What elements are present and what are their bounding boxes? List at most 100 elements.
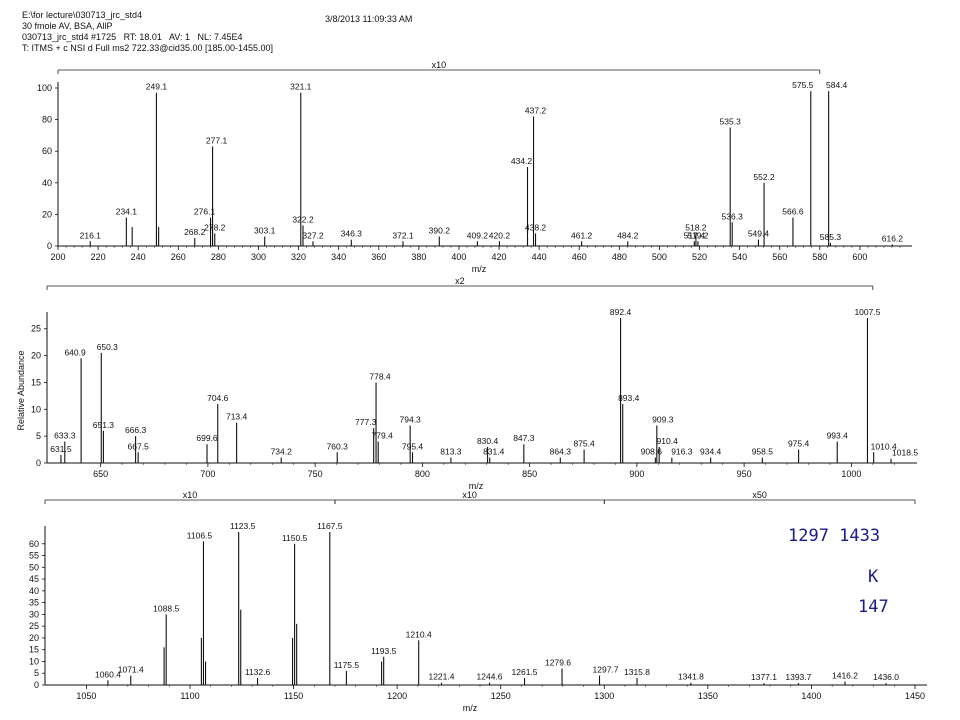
panel-1-peak-label: 519.2 <box>687 230 709 240</box>
annotation-residue: K <box>868 567 879 587</box>
panel-1-x-tick-label: 440 <box>532 252 547 262</box>
panel-2-peak-label: 699.6 <box>196 433 218 443</box>
panel-2-peak-label: 779.4 <box>372 431 394 441</box>
panel-3-peak-label: 1377.1 <box>751 672 777 682</box>
panel-1-x-tick-label: 520 <box>692 252 707 262</box>
panel-2-peak-label: 666.3 <box>125 425 147 435</box>
panel-3-y-tick-label: 55 <box>29 551 39 561</box>
panel-2-magnification-label: x2 <box>455 276 465 286</box>
panel-1-peak-label: 249.1 <box>146 82 168 92</box>
panel-1-peak-label: 372.1 <box>392 230 414 240</box>
panel-2-peak-label: 667.5 <box>128 441 150 451</box>
panel-2-peak-label: 760.3 <box>327 441 349 451</box>
panel-2-x-tick-label: 700 <box>200 469 215 479</box>
panel-3-x-tick-label: 1450 <box>905 691 925 701</box>
annotation-residue-mass: 147 <box>858 597 889 617</box>
panel-1-x-tick-label: 480 <box>612 252 627 262</box>
panel-3-x-tick-label: 1300 <box>594 691 614 701</box>
panel-2-peak-label: 794.3 <box>400 414 422 424</box>
panel-2-peak-label: 916.3 <box>671 447 693 457</box>
panel-2-y-tick-label: 25 <box>31 324 41 334</box>
panel-1-peak-label: 461.2 <box>571 230 593 240</box>
panel-3-y-tick-label: 25 <box>29 621 39 631</box>
panel-2-peak-label: 778.4 <box>369 371 391 381</box>
panel-1-magnification-label: x10 <box>432 60 447 70</box>
panel-3-x-tick-label: 1100 <box>180 691 199 701</box>
panel-2-peak-label: 864.3 <box>550 447 572 457</box>
panel-3-peak-label: 1261.5 <box>512 667 538 677</box>
panel-2-x-tick-label: 650 <box>93 469 108 479</box>
panel-2-peak-label: 631.5 <box>50 444 72 454</box>
panel-2-peak-label: 830.4 <box>477 436 499 446</box>
annotation-mass-pair: 1297 1433 <box>788 526 881 546</box>
scan-filter: T: ITMS + c NSI d Full ms2 722.33@cid35.… <box>22 43 274 53</box>
panel-3-y-tick-label: 45 <box>29 574 39 584</box>
panel-2-x-tick-label: 900 <box>629 469 644 479</box>
panel-3-y-tick-label: 50 <box>29 562 39 572</box>
panel-3-peak-label: 1221.4 <box>428 672 454 682</box>
panel-2-peak-label: 993.4 <box>827 431 849 441</box>
panel-3-y-tick-label: 20 <box>29 633 39 643</box>
panel-1-x-tick-label: 340 <box>331 252 346 262</box>
panel-3-y-tick-label: 5 <box>34 668 39 678</box>
panel-1-y-tick-label: 0 <box>47 241 52 251</box>
panel-1-peak-label: 584.4 <box>826 80 848 90</box>
panel-1-peak-label: 536.3 <box>722 211 744 221</box>
panel-1-peak-label: 278.2 <box>204 222 226 232</box>
panel-1-peak-label: 585.3 <box>820 232 842 242</box>
panel-3-x-tick-label: 1250 <box>491 691 511 701</box>
panel-3-x-tick-label: 1150 <box>284 691 303 701</box>
panel-1-peak-label: 434.2 <box>511 156 533 166</box>
panel-2-peak-label: 910.4 <box>657 436 679 446</box>
panel-1-peak-label: 517.4 <box>684 230 706 240</box>
panel-3-y-tick-label: 35 <box>29 598 39 608</box>
panel-1-x-axis-title: m/z <box>472 264 487 274</box>
panel-3-x-axis-title: m/z <box>463 703 478 713</box>
panel-3-y-tick-label: 60 <box>29 539 39 549</box>
panel-1-peak-label: 234.1 <box>116 207 138 217</box>
panel-3-peak-label: 1071.4 <box>118 665 144 675</box>
panel-2-peak-label: 633.3 <box>54 431 76 441</box>
panel-2-peak-label: 1018.5 <box>892 448 918 458</box>
panel-3-peak-label: 1341.8 <box>678 672 704 682</box>
panel-3-peak-label: 1416.2 <box>832 670 858 680</box>
panel-2-peak-label: 909.3 <box>652 414 674 424</box>
panel-3-magnification-label: x10 <box>462 490 477 500</box>
panel-2-peak-label: 713.4 <box>226 412 248 422</box>
panel-1-peak-label: 321.1 <box>290 82 312 92</box>
panel-1-peak-label: 575.5 <box>792 80 814 90</box>
file-path: E:\for lecture\030713_jrc_std4 <box>22 10 143 20</box>
panel-1-peak-label: 552.2 <box>753 172 775 182</box>
panel-3-peak-label: 1297.7 <box>593 665 619 675</box>
panel-1-x-tick-label: 560 <box>772 252 787 262</box>
panel-3-peak-label: 1123.5 <box>230 521 256 531</box>
panel-2-x-tick-label: 850 <box>522 469 537 479</box>
panel-1-peak-label: 303.1 <box>254 226 276 236</box>
panel-3-magnification-label: x10 <box>183 490 198 500</box>
panel-1-peak-label: 420.2 <box>489 230 511 240</box>
panel-1-y-tick-label: 40 <box>42 178 52 188</box>
panel-3-peak-label: 1088.5 <box>153 603 179 613</box>
panel-1-peak-label: 322.2 <box>292 214 314 224</box>
panel-2-peak-label: 934.4 <box>700 447 722 457</box>
panel-3-x-tick-label: 1050 <box>76 691 96 701</box>
panel-3-y-tick-label: 10 <box>29 656 39 666</box>
panel-3-peak-label: 1175.5 <box>334 660 360 670</box>
acquisition-datetime: 3/8/2013 11:09:33 AM <box>325 14 413 24</box>
panel-2-peak-label: 875.4 <box>573 439 595 449</box>
panel-2-y-tick-label: 5 <box>36 431 41 441</box>
panel-2-peak-label: 893.4 <box>618 393 640 403</box>
panel-2-x-tick-label: 950 <box>737 469 752 479</box>
panel-1-peak-label: 616.2 <box>882 233 904 243</box>
panel-1-peak-label: 566.6 <box>782 207 804 217</box>
panel-2-peak-label: 831.4 <box>483 447 505 457</box>
panel-2-peak-label: 847.3 <box>513 433 535 443</box>
panel-3-x-tick-label: 1400 <box>801 691 821 701</box>
panel-3-x-tick-label: 1200 <box>387 691 407 701</box>
panel-2-peak-label: 650.3 <box>97 342 119 352</box>
panel-1-peak-label: 277.1 <box>206 135 228 145</box>
panel-1-x-tick-label: 240 <box>131 252 146 262</box>
panel-1-x-tick-label: 580 <box>812 252 827 262</box>
panel-1-x-tick-label: 500 <box>652 252 667 262</box>
panel-1-peak-label: 535.3 <box>720 117 742 127</box>
